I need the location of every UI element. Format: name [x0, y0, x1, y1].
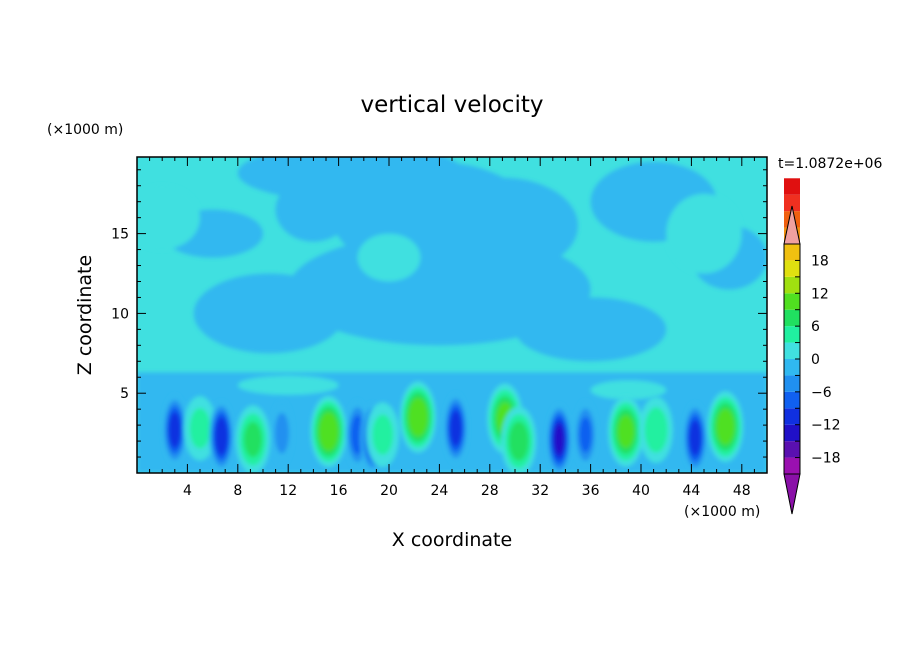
- x-axis-label: X coordinate: [392, 529, 512, 551]
- x-tick-label: 40: [632, 483, 650, 499]
- colorbar-swatch: [784, 391, 800, 409]
- colorbar-swatch: [784, 326, 800, 343]
- colorbar-swatch: [784, 276, 800, 294]
- updraft-cell: [399, 381, 437, 453]
- colorbar-swatch: [784, 194, 800, 212]
- updraft-cell: [639, 396, 673, 464]
- cells-layer: [162, 381, 744, 473]
- downdraft-cell: [682, 402, 708, 473]
- colorbar-tick-label: 12: [811, 286, 829, 302]
- colorbar-swatch: [784, 359, 800, 376]
- y-tick-label: 15: [111, 227, 129, 243]
- colorbar: −18 −12 −6 0 6 12 18: [783, 178, 841, 515]
- updraft-cell: [607, 396, 644, 467]
- updraft-cell: [366, 402, 400, 467]
- x-tick-label: 32: [531, 483, 549, 499]
- downdraft-cell: [162, 394, 188, 466]
- x-tick-label: 24: [430, 483, 448, 499]
- x-tick-label: 16: [330, 483, 348, 499]
- colorbar-swatch: [784, 293, 800, 310]
- x-tick-label: 48: [733, 483, 751, 499]
- x-tick-label: 12: [279, 483, 297, 499]
- downdraft-cell: [443, 392, 469, 464]
- x-tick-label: 8: [233, 483, 242, 499]
- downdraft-cell: [546, 403, 572, 473]
- colorbar-swatch: [784, 260, 800, 277]
- downdraft-cell: [209, 400, 234, 472]
- y-unit-label: (×1000 m): [47, 122, 123, 138]
- upper-patch: [515, 297, 667, 362]
- colorbar-swatch: [784, 342, 800, 359]
- colorbar-tick-label: −6: [811, 385, 832, 401]
- x-tick-label: 20: [380, 483, 398, 499]
- downdraft-cell: [270, 400, 294, 466]
- upper-patch: [426, 177, 578, 274]
- updraft-cell: [310, 395, 347, 468]
- colorbar-swatch: [784, 441, 800, 458]
- colorbar-swatch: [784, 178, 800, 195]
- colorbar-extend-low: [783, 473, 801, 515]
- colorbar-swatch: [784, 457, 800, 474]
- upper-patch: [137, 185, 200, 250]
- updraft-cell: [707, 391, 744, 463]
- colorbar-swatch: [784, 424, 800, 442]
- y-axis: 5 10 15: [111, 169, 767, 458]
- updraft-cell: [235, 405, 271, 473]
- y-tick-label: 5: [120, 386, 129, 402]
- x-tick-label: 4: [183, 483, 192, 499]
- upper-patch: [590, 380, 667, 400]
- y-tick-label: 10: [111, 306, 129, 322]
- updraft-cell: [501, 406, 537, 473]
- colorbar-tick-label: 6: [811, 319, 820, 335]
- x-axis: 4 8 12 16 20 24 28 32 36 40 44 48: [149, 157, 755, 499]
- upper-patch: [666, 193, 742, 274]
- colorbar-swatch: [784, 309, 800, 327]
- plot-field: [137, 157, 767, 473]
- chart-title: vertical velocity: [361, 92, 544, 118]
- x-tick-label: 28: [481, 483, 499, 499]
- colorbar-swatch: [784, 408, 800, 425]
- time-label: t=1.0872e+06: [778, 156, 882, 172]
- colorbar-tick-label: 18: [811, 253, 829, 269]
- colorbar-tick-label: 0: [811, 352, 820, 368]
- upper-patch: [275, 177, 352, 242]
- colorbar-tick-label: −12: [811, 418, 841, 434]
- downdraft-cell: [573, 400, 598, 469]
- colorbar-swatch: [784, 244, 800, 261]
- updraft-cell: [183, 396, 217, 461]
- colorbar-swatch: [784, 375, 800, 392]
- x-tick-label: 36: [582, 483, 600, 499]
- x-tick-label: 44: [682, 483, 700, 499]
- y-axis-label: Z coordinate: [74, 255, 96, 375]
- colorbar-tick-label: −18: [811, 451, 841, 467]
- upper-patch: [357, 233, 421, 282]
- updraft-cell: [486, 383, 523, 454]
- x-unit-label: (×1000 m): [684, 504, 760, 520]
- upper-patch: [237, 375, 339, 395]
